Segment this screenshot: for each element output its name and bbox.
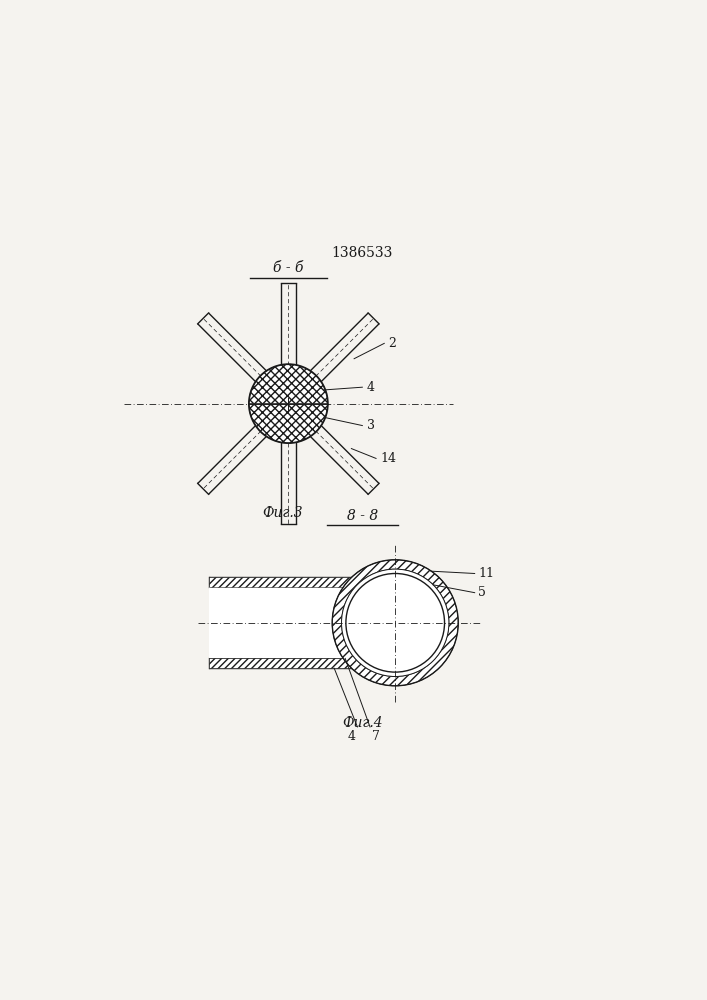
Text: 3: 3 [367, 419, 375, 432]
Text: 7: 7 [372, 730, 380, 743]
Text: б - б: б - б [273, 261, 303, 275]
Text: 1386533: 1386533 [332, 246, 393, 260]
Wedge shape [249, 404, 328, 443]
Wedge shape [249, 364, 328, 404]
Text: 14: 14 [380, 452, 397, 465]
Bar [209, 587, 356, 658]
Text: Фиг.3: Фиг.3 [262, 506, 303, 520]
Text: 2: 2 [389, 337, 397, 350]
Circle shape [346, 573, 445, 672]
Text: Фиг.4: Фиг.4 [342, 716, 382, 730]
Circle shape [341, 569, 449, 677]
Text: 4: 4 [348, 730, 356, 743]
Circle shape [332, 560, 458, 686]
Bar [209, 658, 356, 668]
Text: 8 - 8: 8 - 8 [346, 509, 378, 523]
Bar [209, 577, 356, 587]
Text: 11: 11 [478, 567, 494, 580]
Text: 5: 5 [478, 586, 486, 599]
Text: 4: 4 [367, 381, 375, 394]
